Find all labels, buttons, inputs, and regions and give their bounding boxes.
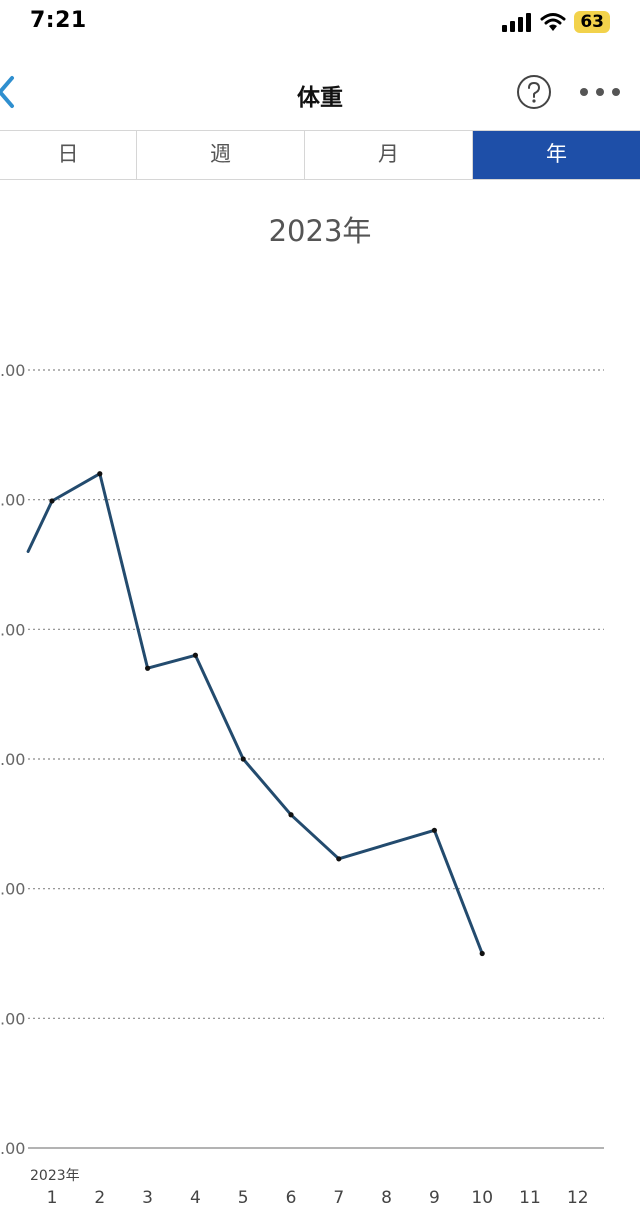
x-tick-label: 2 <box>94 1188 105 1208</box>
data-point <box>240 756 246 762</box>
x-tick-label: 6 <box>286 1188 297 1208</box>
tab-week[interactable]: 週 <box>137 131 305 179</box>
chart-title: 2023年 <box>268 214 372 248</box>
tab-year[interactable]: 年 <box>473 131 640 179</box>
data-point <box>479 950 485 957</box>
y-tick-label: .00 <box>0 750 25 769</box>
series-line <box>26 472 484 955</box>
y-tick-label: .00 <box>0 1139 25 1158</box>
x-tick-label: 3 <box>142 1188 153 1208</box>
signal-icon <box>502 13 532 32</box>
status-time: 7:21 <box>30 8 87 33</box>
x-axis-year-label: 2023年 <box>30 1168 80 1184</box>
x-tick-label: 8 <box>381 1188 392 1208</box>
x-tick-label: 4 <box>190 1188 201 1208</box>
more-dots-icon <box>580 88 620 96</box>
wifi-icon <box>540 13 566 31</box>
x-tick-label: 1 <box>47 1188 58 1208</box>
y-tick-label: .00 <box>0 620 25 639</box>
period-tabs: 日 週 月 年 <box>0 130 640 180</box>
chevron-left-icon <box>0 76 14 108</box>
tab-month[interactable]: 月 <box>305 131 473 179</box>
help-button[interactable] <box>516 74 552 110</box>
data-point <box>192 652 198 658</box>
data-point <box>431 827 437 833</box>
x-tick-label: 5 <box>238 1188 249 1208</box>
battery-badge: 63 <box>574 11 610 33</box>
data-point <box>145 665 151 671</box>
more-button[interactable] <box>576 80 624 104</box>
x-tick-label: 12 <box>567 1188 589 1208</box>
x-tick-label: 11 <box>519 1188 541 1208</box>
data-point <box>336 856 342 862</box>
data-point <box>49 498 55 504</box>
status-icons: 63 <box>502 10 610 34</box>
y-tick-label: .00 <box>0 361 25 380</box>
page-title: 体重 <box>297 85 343 111</box>
data-point <box>288 812 294 818</box>
tab-day[interactable]: 日 <box>0 131 137 179</box>
y-tick-label: .00 <box>0 880 25 899</box>
data-point <box>97 471 103 477</box>
x-tick-label: 9 <box>429 1188 440 1208</box>
y-tick-label: .00 <box>0 491 25 510</box>
status-bar: 7:21 63 <box>0 0 640 44</box>
y-tick-label: .00 <box>0 1009 25 1028</box>
back-button[interactable] <box>0 72 20 112</box>
question-circle-icon <box>517 75 551 109</box>
x-tick-label: 10 <box>471 1188 493 1208</box>
nav-bar: 体重 <box>0 54 640 130</box>
x-tick-label: 7 <box>333 1188 344 1208</box>
